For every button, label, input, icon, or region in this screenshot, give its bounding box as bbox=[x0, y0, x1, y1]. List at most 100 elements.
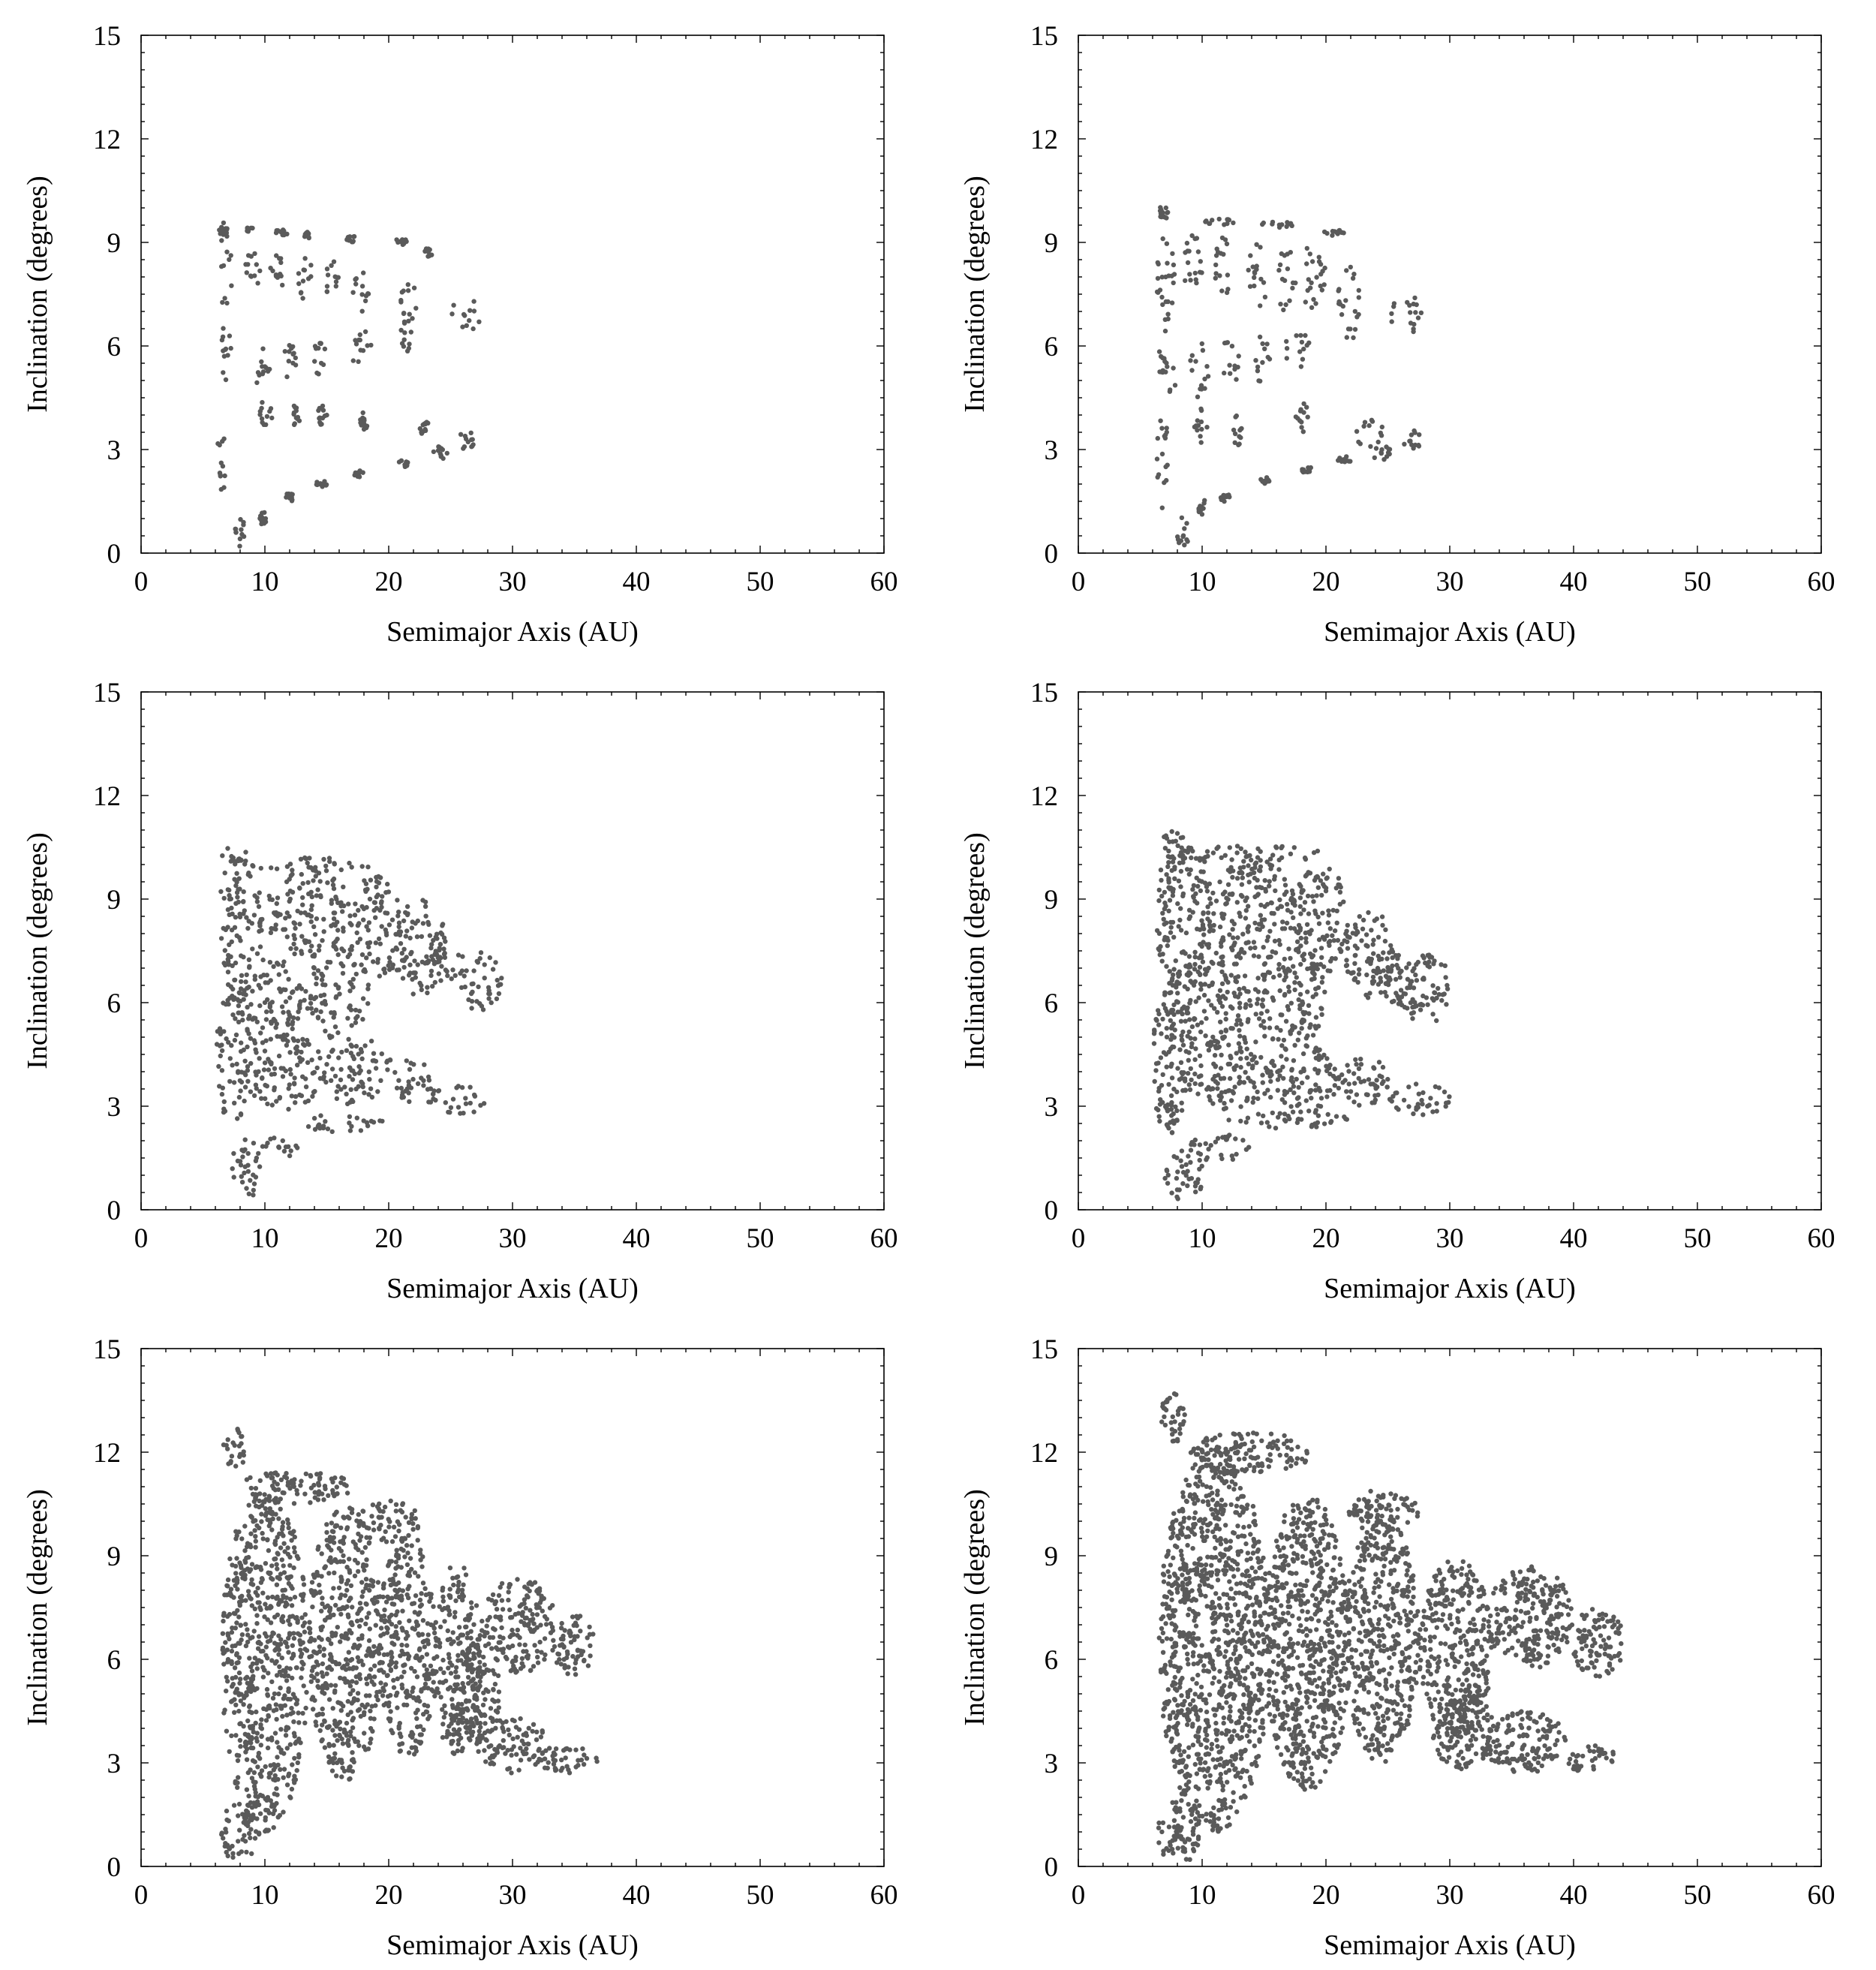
data-point bbox=[360, 1662, 365, 1668]
data-point bbox=[1162, 992, 1168, 997]
data-point bbox=[499, 976, 504, 981]
data-point bbox=[406, 1532, 411, 1538]
data-point bbox=[1180, 1011, 1185, 1017]
data-point bbox=[241, 997, 246, 1002]
data-point bbox=[1309, 259, 1315, 264]
data-point bbox=[1165, 938, 1171, 943]
data-point bbox=[459, 1084, 465, 1090]
data-point bbox=[307, 1620, 312, 1625]
data-point bbox=[423, 1677, 429, 1682]
data-point bbox=[254, 1709, 259, 1715]
data-point bbox=[308, 1000, 314, 1006]
data-point bbox=[233, 530, 239, 535]
data-point bbox=[412, 958, 417, 964]
data-point bbox=[1384, 994, 1389, 999]
data-point bbox=[353, 1043, 359, 1049]
data-point bbox=[338, 1708, 344, 1713]
data-point bbox=[1190, 910, 1195, 915]
data-point bbox=[230, 994, 235, 999]
data-point bbox=[468, 1600, 474, 1605]
data-point bbox=[431, 449, 437, 455]
data-point bbox=[260, 1144, 266, 1149]
data-point bbox=[427, 1599, 432, 1605]
data-point bbox=[1152, 1027, 1157, 1033]
data-point bbox=[1309, 1096, 1314, 1101]
data-point bbox=[417, 1698, 422, 1704]
data-point bbox=[384, 910, 390, 916]
data-point bbox=[1204, 364, 1210, 369]
data-point bbox=[368, 1086, 374, 1091]
data-point bbox=[1267, 883, 1272, 889]
axis-ticks bbox=[140, 691, 885, 1211]
data-point bbox=[275, 1594, 280, 1599]
data-point bbox=[316, 1049, 321, 1054]
data-point bbox=[335, 1738, 340, 1743]
data-point bbox=[274, 1659, 279, 1665]
data-point bbox=[398, 1546, 404, 1552]
data-point bbox=[410, 976, 415, 982]
data-point bbox=[396, 459, 402, 465]
data-point bbox=[1291, 845, 1297, 850]
data-point bbox=[257, 923, 263, 928]
data-point bbox=[1232, 440, 1237, 445]
data-point bbox=[277, 1576, 282, 1581]
y-tick-label: 9 bbox=[1045, 228, 1059, 259]
data-point bbox=[1198, 954, 1204, 960]
data-point bbox=[258, 1725, 263, 1731]
data-point bbox=[290, 1614, 296, 1619]
data-point bbox=[227, 942, 232, 948]
data-point bbox=[375, 1611, 380, 1617]
data-point bbox=[232, 1710, 237, 1715]
data-point bbox=[1315, 914, 1321, 920]
data-point bbox=[314, 482, 320, 488]
data-point bbox=[294, 1767, 299, 1773]
data-point bbox=[1304, 405, 1309, 410]
data-point bbox=[221, 1106, 227, 1111]
data-point bbox=[1199, 426, 1204, 432]
data-point bbox=[1246, 940, 1251, 945]
data-point bbox=[356, 1531, 361, 1537]
data-point bbox=[401, 319, 407, 324]
data-point bbox=[320, 973, 326, 979]
data-point bbox=[347, 1628, 352, 1633]
data-point bbox=[1199, 879, 1204, 884]
data-point bbox=[266, 1570, 271, 1575]
data-point bbox=[253, 1174, 259, 1180]
data-point bbox=[397, 1749, 403, 1754]
data-point bbox=[279, 1526, 285, 1532]
data-point bbox=[310, 1093, 315, 1099]
data-point bbox=[1285, 901, 1290, 907]
data-point bbox=[1238, 892, 1244, 898]
data-point bbox=[236, 1010, 242, 1015]
data-point bbox=[1162, 1006, 1168, 1011]
data-point bbox=[494, 996, 500, 1002]
data-point bbox=[1246, 1017, 1251, 1022]
data-point bbox=[1420, 1003, 1426, 1008]
data-point bbox=[1222, 370, 1227, 376]
data-point bbox=[311, 1069, 317, 1075]
data-point bbox=[263, 1513, 269, 1518]
data-point bbox=[359, 1550, 365, 1555]
data-point bbox=[1345, 922, 1351, 928]
data-point bbox=[380, 1686, 386, 1691]
data-point bbox=[399, 958, 405, 963]
data-point bbox=[437, 947, 442, 953]
data-point bbox=[1187, 1017, 1192, 1022]
data-point bbox=[367, 1077, 372, 1082]
data-point bbox=[1230, 927, 1235, 932]
data-point bbox=[353, 1680, 359, 1686]
data-point bbox=[302, 256, 308, 261]
data-point bbox=[1238, 1118, 1243, 1124]
data-point bbox=[1217, 988, 1223, 994]
data-point bbox=[1166, 876, 1171, 881]
data-point bbox=[1222, 493, 1227, 498]
data-point bbox=[1213, 262, 1219, 268]
data-point bbox=[1282, 877, 1288, 882]
data-point bbox=[1183, 1018, 1188, 1024]
data-point bbox=[1219, 943, 1224, 949]
data-point bbox=[266, 1547, 272, 1553]
data-point bbox=[278, 256, 284, 261]
data-point bbox=[1289, 1067, 1294, 1073]
data-point bbox=[354, 1115, 359, 1120]
data-point bbox=[1298, 911, 1303, 916]
